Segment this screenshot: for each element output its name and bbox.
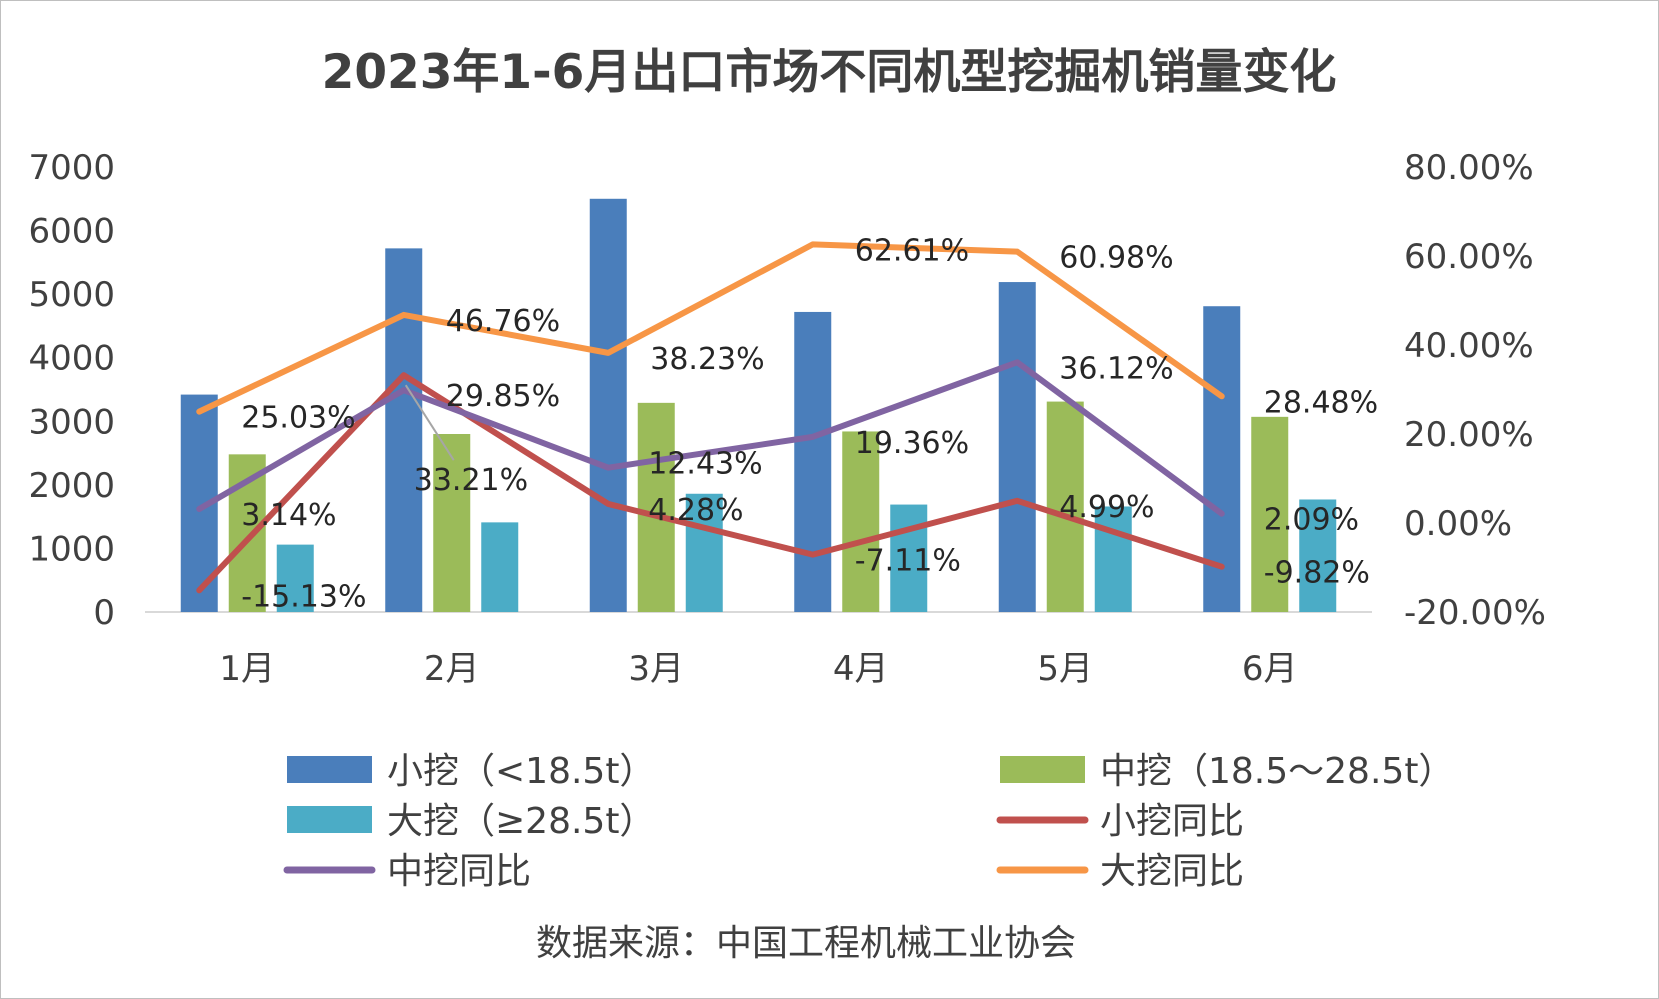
legend-label: 中挖同比 — [387, 851, 531, 892]
data-label: 46.76% — [446, 304, 560, 339]
data-label: 33.21% — [414, 463, 528, 498]
bars — [180, 198, 1337, 613]
x-tick-label: 3月 — [628, 649, 684, 689]
data-label: 3.14% — [241, 498, 336, 533]
axes: 7000 6000 5000 4000 3000 2000 1000 0 80.00% 60.00… — [28, 148, 1545, 689]
bar-3-3 — [685, 493, 723, 612]
bar-3-5 — [1094, 506, 1132, 612]
legend-label: 大挖（≥28.5t） — [387, 801, 655, 842]
data-label: 29.85% — [446, 379, 560, 414]
bar-1-2 — [385, 248, 423, 612]
chart-title: 2023年1-6月出口市场不同机型挖掘机销量变化 — [322, 45, 1337, 100]
data-label: 25.03% — [241, 401, 355, 436]
legend-label: 大挖同比 — [1100, 851, 1244, 892]
y2-tick-label: 0.00% — [1404, 504, 1512, 544]
bar-2-4 — [842, 431, 880, 612]
bar-3-4 — [890, 504, 928, 612]
data-label: 4.99% — [1059, 490, 1154, 525]
legend-swatch — [1000, 756, 1085, 783]
data-label: 28.48% — [1264, 385, 1378, 420]
data-label: 19.36% — [855, 426, 969, 461]
bar-1-4 — [794, 311, 832, 612]
y2-tick-label: 20.00% — [1404, 415, 1534, 455]
x-tick-label: 4月 — [833, 649, 889, 689]
legend: 小挖（<18.5t） 中挖（18.5～28.5t） 大挖（≥28.5t） 小挖同比中挖… — [283, 751, 1454, 892]
bar-3-2 — [481, 522, 519, 612]
data-label: -7.11% — [855, 544, 961, 579]
x-tick-label: 2月 — [424, 649, 480, 689]
series-line-2 — [196, 359, 1225, 517]
data-label: 4.28% — [648, 493, 743, 528]
data-label: 38.23% — [650, 342, 764, 377]
bar-2-2 — [433, 434, 471, 612]
data-label: 12.43% — [648, 447, 762, 482]
y-tick-label: 5000 — [28, 275, 115, 315]
data-label: 2.09% — [1264, 503, 1359, 538]
series-line-3 — [196, 241, 1225, 415]
data-label: 36.12% — [1059, 351, 1173, 386]
bar-2-3 — [637, 402, 675, 612]
lines — [196, 241, 1225, 594]
legend-label: 小挖（<18.5t） — [387, 751, 655, 792]
y-tick-label: 2000 — [28, 466, 115, 506]
bar-3-1 — [276, 544, 314, 612]
y2-tick-label: 60.00% — [1404, 237, 1534, 277]
data-label: -9.82% — [1264, 556, 1370, 591]
legend-swatch — [287, 756, 372, 783]
data-labels: -15.13% 33.21% 4.28% -7.11% 4.99% -9.82% 3.14%… — [241, 233, 1378, 614]
x-tick-label: 1月 — [219, 649, 275, 689]
y2-tick-label: -20.00% — [1404, 593, 1546, 633]
legend-label: 中挖（18.5～28.5t） — [1100, 751, 1454, 792]
x-tick-label: 5月 — [1037, 649, 1093, 689]
y-tick-label: 0 — [93, 593, 115, 633]
legend-swatch — [287, 806, 372, 833]
y-tick-label: 1000 — [28, 529, 115, 569]
source-note: 数据来源：中国工程机械工业协会 — [536, 923, 1076, 964]
y2-tick-label: 40.00% — [1404, 326, 1534, 366]
bar-3-6 — [1299, 499, 1337, 612]
y-tick-label: 7000 — [28, 148, 115, 188]
data-label: -15.13% — [241, 579, 366, 614]
data-label: 60.98% — [1059, 241, 1173, 276]
y2-tick-label: 80.00% — [1404, 148, 1534, 188]
x-tick-label: 6月 — [1242, 649, 1298, 689]
y-tick-label: 4000 — [28, 339, 115, 379]
legend-label: 小挖同比 — [1100, 801, 1244, 842]
y-tick-label: 6000 — [28, 212, 115, 252]
bar-2-6 — [1251, 416, 1289, 612]
bar-1-5 — [998, 282, 1036, 612]
bar-2-5 — [1046, 401, 1084, 612]
bar-1-3 — [589, 198, 627, 613]
data-label: 62.61% — [855, 233, 969, 268]
y-tick-label: 3000 — [28, 402, 115, 442]
leader-line — [404, 384, 455, 461]
